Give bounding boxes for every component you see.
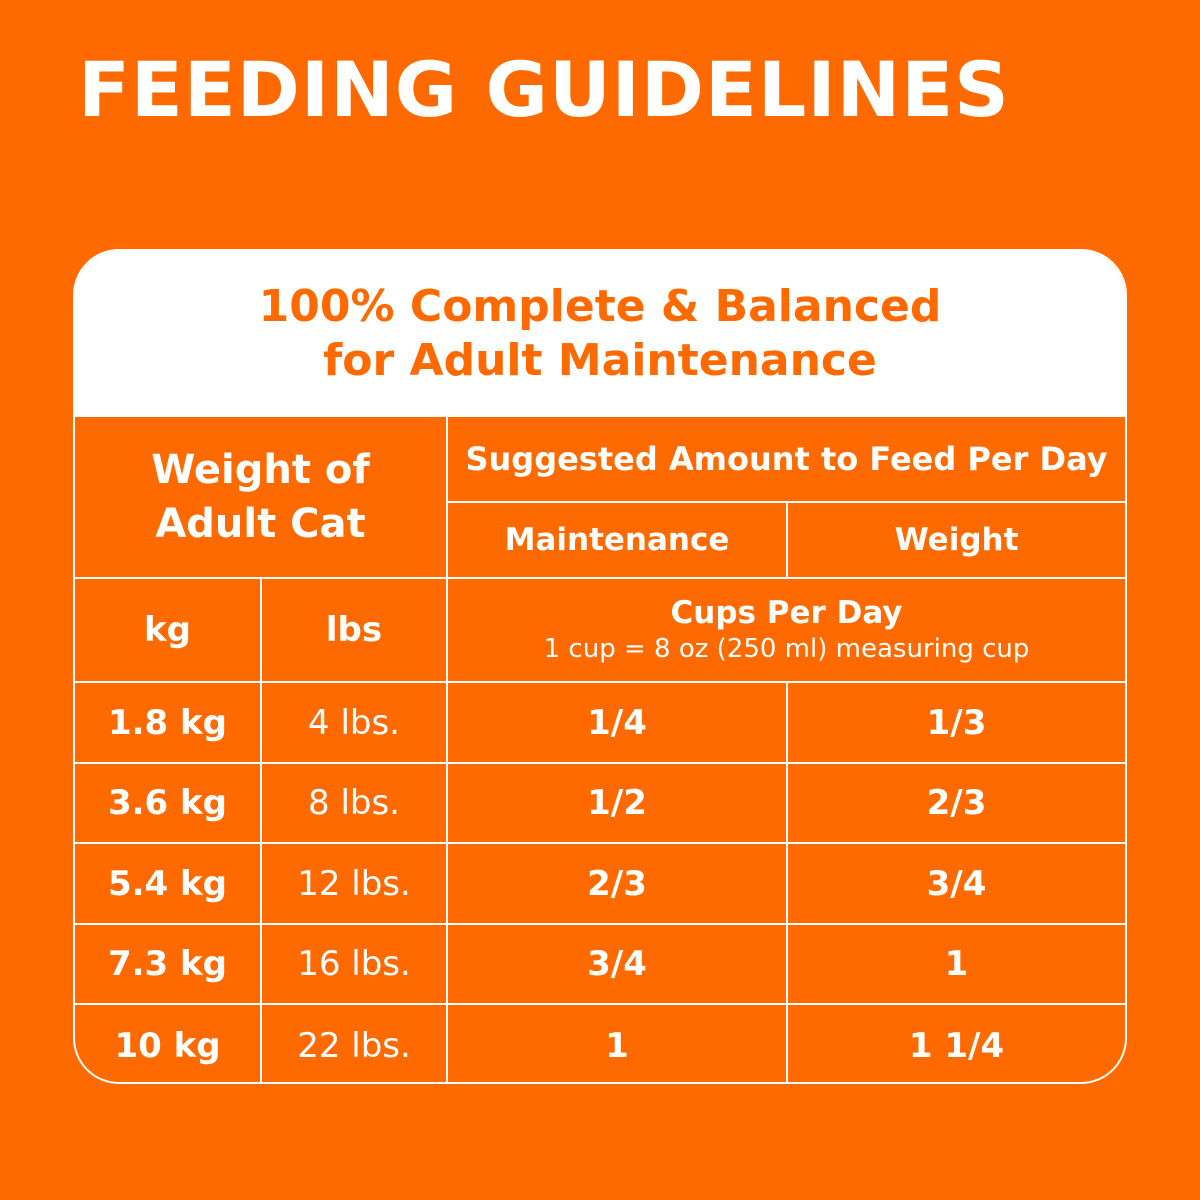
row-2-kg: 3.6 kg [75, 764, 262, 844]
row-3-kg: 5.4 kg [75, 844, 262, 925]
kg-header: kg [75, 579, 262, 683]
row-4-lbs: 16 lbs. [262, 925, 448, 1005]
cup-measure-note: 1 cup = 8 oz (250 ml) measuring cup [543, 634, 1030, 665]
row-5-maintenance: 1 [448, 1005, 788, 1082]
cups-per-day-header: Cups Per Day 1 cup = 8 oz (250 ml) measu… [448, 579, 1125, 683]
page-title: FEEDING GUIDELINES [78, 45, 1010, 134]
row-4-weight: 1 [788, 925, 1125, 1005]
card-header-line1: 100% Complete & Balanced [258, 281, 942, 333]
row-1-maintenance: 1/4 [448, 683, 788, 764]
row-2-maintenance: 1/2 [448, 764, 788, 844]
row-1-weight: 1/3 [788, 683, 1125, 764]
row-2-lbs: 8 lbs. [262, 764, 448, 844]
feeding-table-card: 100% Complete & Balanced for Adult Maint… [73, 249, 1127, 1084]
card-header: 100% Complete & Balanced for Adult Maint… [75, 251, 1125, 417]
row-1-lbs: 4 lbs. [262, 683, 448, 764]
weight-of-adult-cat-header: Weight of Adult Cat [75, 417, 448, 579]
card-header-line2: for Adult Maintenance [323, 335, 877, 386]
weight-header-line1: Weight of [151, 447, 370, 493]
row-5-weight: 1 1/4 [908, 1025, 1005, 1066]
row-5-kg: 10 kg [75, 1005, 262, 1082]
weight-header-line2: Adult Cat [155, 501, 366, 547]
row-3-weight: 3/4 [788, 844, 1125, 925]
suggested-amount-header: Suggested Amount to Feed Per Day [448, 417, 1125, 503]
row-5-lbs: 22 lbs. [262, 1005, 448, 1082]
row-4-maintenance: 3/4 [448, 925, 788, 1005]
row-4-kg: 7.3 kg [75, 925, 262, 1005]
cups-per-day-title: Cups Per Day [670, 594, 903, 631]
row-2-weight: 2/3 [788, 764, 1125, 844]
row-3-maintenance: 2/3 [448, 844, 788, 925]
row-3-lbs: 12 lbs. [262, 844, 448, 925]
maintenance-header: Maintenance [448, 503, 788, 579]
weight-column-header: Weight [788, 503, 1125, 579]
row-1-kg: 1.8 kg [75, 683, 262, 764]
feeding-table: Weight of Adult Cat Suggested Amount to … [75, 417, 1125, 1082]
lbs-header: lbs [262, 579, 448, 683]
